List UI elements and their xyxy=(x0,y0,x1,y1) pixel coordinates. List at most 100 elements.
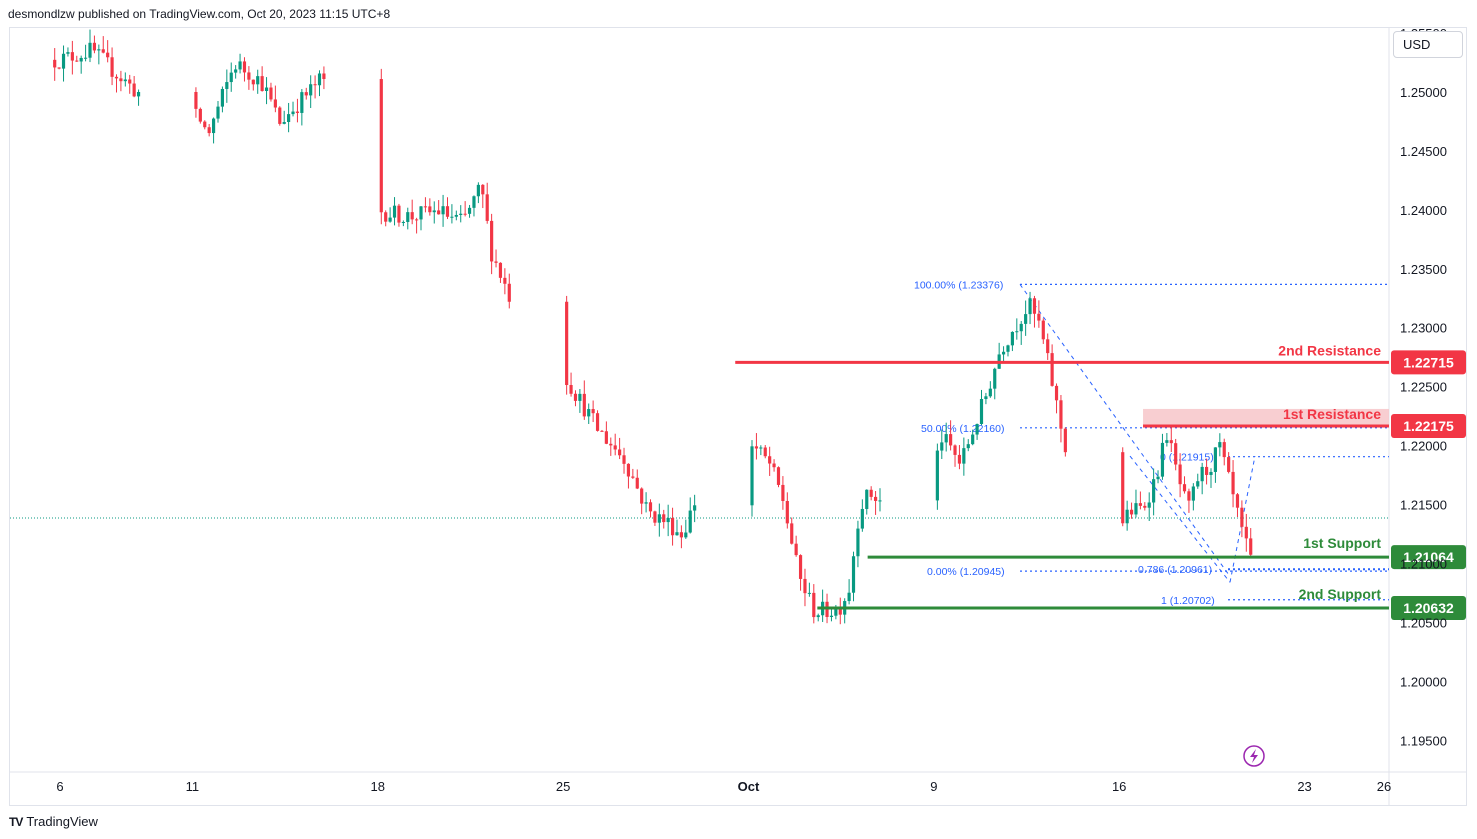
candle xyxy=(198,107,202,124)
candle-body xyxy=(609,443,613,446)
candle xyxy=(622,447,626,474)
candle xyxy=(220,86,224,113)
candle-body xyxy=(406,212,410,222)
candle-body xyxy=(847,592,851,602)
candle-body xyxy=(1222,442,1226,458)
y-tick-label: 1.24500 xyxy=(1400,144,1447,159)
candle xyxy=(1200,462,1204,495)
currency-button[interactable]: USD xyxy=(1393,31,1463,58)
candle-body xyxy=(569,385,573,394)
candle-body xyxy=(754,446,759,449)
candle-body xyxy=(975,423,979,435)
candle-body xyxy=(966,444,970,449)
footer-brand[interactable]: TV TradingView xyxy=(9,814,98,829)
candle-body xyxy=(481,184,485,195)
candle-body xyxy=(1138,503,1142,506)
candle xyxy=(207,123,211,137)
candle-body xyxy=(807,592,811,594)
candle xyxy=(304,87,308,100)
candle-body xyxy=(838,608,842,615)
candle xyxy=(282,110,286,125)
candle xyxy=(392,197,397,226)
candle xyxy=(498,262,503,283)
candle xyxy=(984,392,988,405)
candle-body xyxy=(1191,486,1195,501)
candle-body xyxy=(613,445,617,450)
candle xyxy=(106,40,110,63)
candle-body xyxy=(1129,509,1134,515)
candle xyxy=(1046,333,1050,360)
candle xyxy=(476,182,480,204)
candle xyxy=(1209,468,1213,488)
candle-body xyxy=(75,60,79,62)
candle-body xyxy=(666,517,670,523)
candle xyxy=(750,440,754,517)
candle-body xyxy=(781,484,785,501)
candle xyxy=(1227,452,1231,474)
candle-body xyxy=(648,502,653,512)
candle-body xyxy=(392,205,397,218)
candle-body xyxy=(1235,494,1240,508)
candle xyxy=(132,76,136,98)
candle-body xyxy=(1006,345,1010,352)
candle xyxy=(401,220,405,227)
candle xyxy=(211,117,216,144)
candle xyxy=(1019,321,1023,345)
candle xyxy=(397,203,401,227)
candle xyxy=(582,380,586,420)
candle-body xyxy=(860,508,864,529)
candle xyxy=(1059,394,1063,443)
candle xyxy=(847,579,851,605)
candle xyxy=(675,519,679,536)
candle xyxy=(1174,438,1178,471)
candle-body xyxy=(1182,484,1187,492)
price-tag xyxy=(1391,596,1466,621)
candle-body xyxy=(1156,476,1160,480)
candle xyxy=(317,70,322,97)
x-tick-label: 6 xyxy=(56,779,63,794)
candle-body xyxy=(1240,507,1244,527)
candle xyxy=(1235,493,1240,517)
candle xyxy=(1213,447,1217,483)
candle-body xyxy=(256,76,260,85)
candle xyxy=(379,68,383,225)
candle xyxy=(75,55,79,62)
candle xyxy=(256,69,260,94)
candle-body xyxy=(1134,503,1138,515)
candle xyxy=(1143,502,1147,511)
candle-body xyxy=(635,477,639,489)
candle xyxy=(234,65,238,79)
candle xyxy=(1165,432,1169,447)
candle xyxy=(856,520,860,568)
fib-level-label: 50.00% (1.22160) xyxy=(921,423,1004,435)
lightning-icon-ring xyxy=(1243,745,1265,767)
candle-body xyxy=(216,106,220,119)
candle-body xyxy=(476,184,480,197)
candle-body xyxy=(759,447,763,449)
candle xyxy=(1010,331,1014,352)
candle xyxy=(136,89,141,106)
candle-body xyxy=(1200,466,1204,482)
candle xyxy=(70,40,74,75)
candle-body xyxy=(776,467,781,485)
candle xyxy=(1028,291,1032,325)
candle xyxy=(114,74,119,93)
candle-body xyxy=(1019,323,1023,332)
price-tag xyxy=(1391,545,1466,570)
candle-body xyxy=(1178,464,1182,485)
candle-body xyxy=(684,532,688,538)
candle-body xyxy=(260,76,264,91)
candle-body xyxy=(957,454,962,464)
candle xyxy=(110,47,114,86)
candle xyxy=(445,197,450,220)
candle-body xyxy=(198,108,202,122)
y-tick-label: 1.23500 xyxy=(1400,262,1447,277)
candle-body xyxy=(79,57,83,62)
candle-body xyxy=(313,84,317,86)
candle xyxy=(242,57,247,82)
candle-body xyxy=(591,409,595,414)
candle xyxy=(591,400,595,423)
candle-body xyxy=(1015,331,1019,333)
candle-body xyxy=(812,592,816,618)
